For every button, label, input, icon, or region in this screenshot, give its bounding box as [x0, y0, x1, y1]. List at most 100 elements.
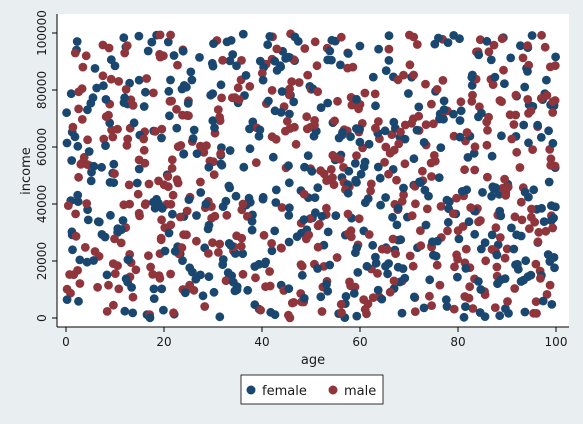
data-point-female — [331, 211, 341, 221]
data-point-male — [300, 44, 310, 53]
data-point-male — [501, 191, 511, 200]
data-point-male — [155, 30, 165, 40]
data-point-male — [221, 276, 231, 286]
data-point-female — [538, 296, 548, 306]
data-point-female — [68, 245, 77, 255]
data-point-male — [489, 40, 499, 50]
data-point-male — [128, 101, 138, 110]
data-point-female — [495, 206, 505, 216]
data-point-male — [449, 304, 459, 314]
data-point-male — [173, 60, 182, 70]
data-point-male — [102, 307, 112, 316]
data-point-male — [202, 141, 211, 151]
data-point-female — [238, 249, 248, 259]
data-point-male — [528, 145, 537, 155]
data-point-male — [491, 223, 501, 233]
data-point-female — [120, 93, 129, 103]
data-point-male — [537, 30, 546, 40]
data-point-male — [74, 172, 83, 182]
data-point-female — [134, 31, 144, 41]
data-point-female — [72, 37, 82, 46]
data-point-male — [217, 93, 227, 103]
data-point-male — [483, 172, 492, 182]
data-point-female — [317, 211, 327, 221]
data-point-male — [333, 96, 342, 106]
data-point-female — [292, 232, 302, 242]
data-point-male — [233, 83, 243, 93]
data-point-female — [442, 302, 452, 311]
data-point-male — [548, 97, 558, 107]
data-point-female — [232, 61, 241, 71]
data-point-male — [301, 234, 311, 244]
data-point-male — [400, 159, 410, 169]
data-point-female — [83, 105, 92, 115]
data-point-female — [311, 208, 320, 218]
data-point-male — [523, 95, 533, 104]
data-point-male — [167, 155, 177, 165]
data-point-male — [533, 237, 543, 247]
data-point-male — [502, 244, 512, 254]
data-point-female — [230, 286, 240, 296]
data-point-female — [283, 52, 293, 62]
data-point-female — [270, 226, 280, 236]
data-point-female — [419, 303, 429, 313]
data-point-male — [144, 179, 154, 189]
data-point-male — [548, 108, 558, 117]
data-point-male — [523, 41, 532, 51]
data-point-female — [101, 95, 111, 104]
data-point-female — [492, 250, 502, 260]
data-point-male — [518, 53, 528, 63]
data-point-male — [488, 80, 498, 89]
data-point-female — [493, 240, 503, 250]
data-point-female — [180, 288, 190, 298]
data-point-male — [259, 230, 269, 240]
data-point-female — [496, 275, 505, 285]
data-point-male — [78, 62, 88, 72]
data-point-female — [170, 246, 180, 256]
data-point-female — [206, 90, 216, 100]
data-point-male — [232, 231, 242, 241]
data-point-male — [384, 169, 393, 179]
data-point-female — [507, 223, 516, 233]
data-point-male — [80, 243, 90, 252]
data-point-female — [381, 261, 390, 271]
data-point-female — [474, 112, 483, 122]
data-point-female — [373, 162, 383, 172]
data-point-male — [133, 189, 143, 199]
data-point-male — [238, 269, 248, 279]
data-point-male — [317, 307, 327, 316]
data-point-male — [484, 47, 494, 57]
data-point-male — [71, 231, 81, 241]
data-point-female — [488, 182, 498, 192]
data-point-male — [256, 305, 265, 315]
data-point-female — [297, 270, 307, 280]
data-point-male — [310, 120, 319, 130]
data-point-female — [270, 310, 280, 320]
data-point-male — [432, 85, 442, 94]
data-point-female — [195, 53, 204, 62]
data-point-male — [548, 223, 558, 233]
data-point-female — [316, 292, 326, 302]
data-point-male — [315, 219, 324, 229]
data-point-female — [380, 126, 390, 136]
data-point-male — [238, 199, 248, 209]
data-point-male — [277, 203, 287, 212]
data-point-male — [427, 99, 436, 109]
data-point-female — [323, 286, 333, 296]
data-point-male — [388, 234, 398, 244]
data-point-female — [469, 148, 479, 158]
data-point-male — [204, 249, 213, 258]
data-point-female — [284, 237, 294, 247]
data-point-male — [302, 124, 312, 134]
data-point-male — [149, 88, 158, 98]
data-point-female — [97, 162, 106, 172]
data-point-male — [192, 236, 201, 246]
data-point-male — [516, 197, 526, 207]
data-point-female — [225, 56, 235, 66]
data-point-female — [163, 37, 173, 47]
data-point-male — [234, 95, 244, 104]
data-point-male — [313, 87, 323, 97]
data-point-female — [461, 264, 471, 273]
data-point-female — [439, 114, 448, 124]
data-point-male — [484, 112, 493, 122]
